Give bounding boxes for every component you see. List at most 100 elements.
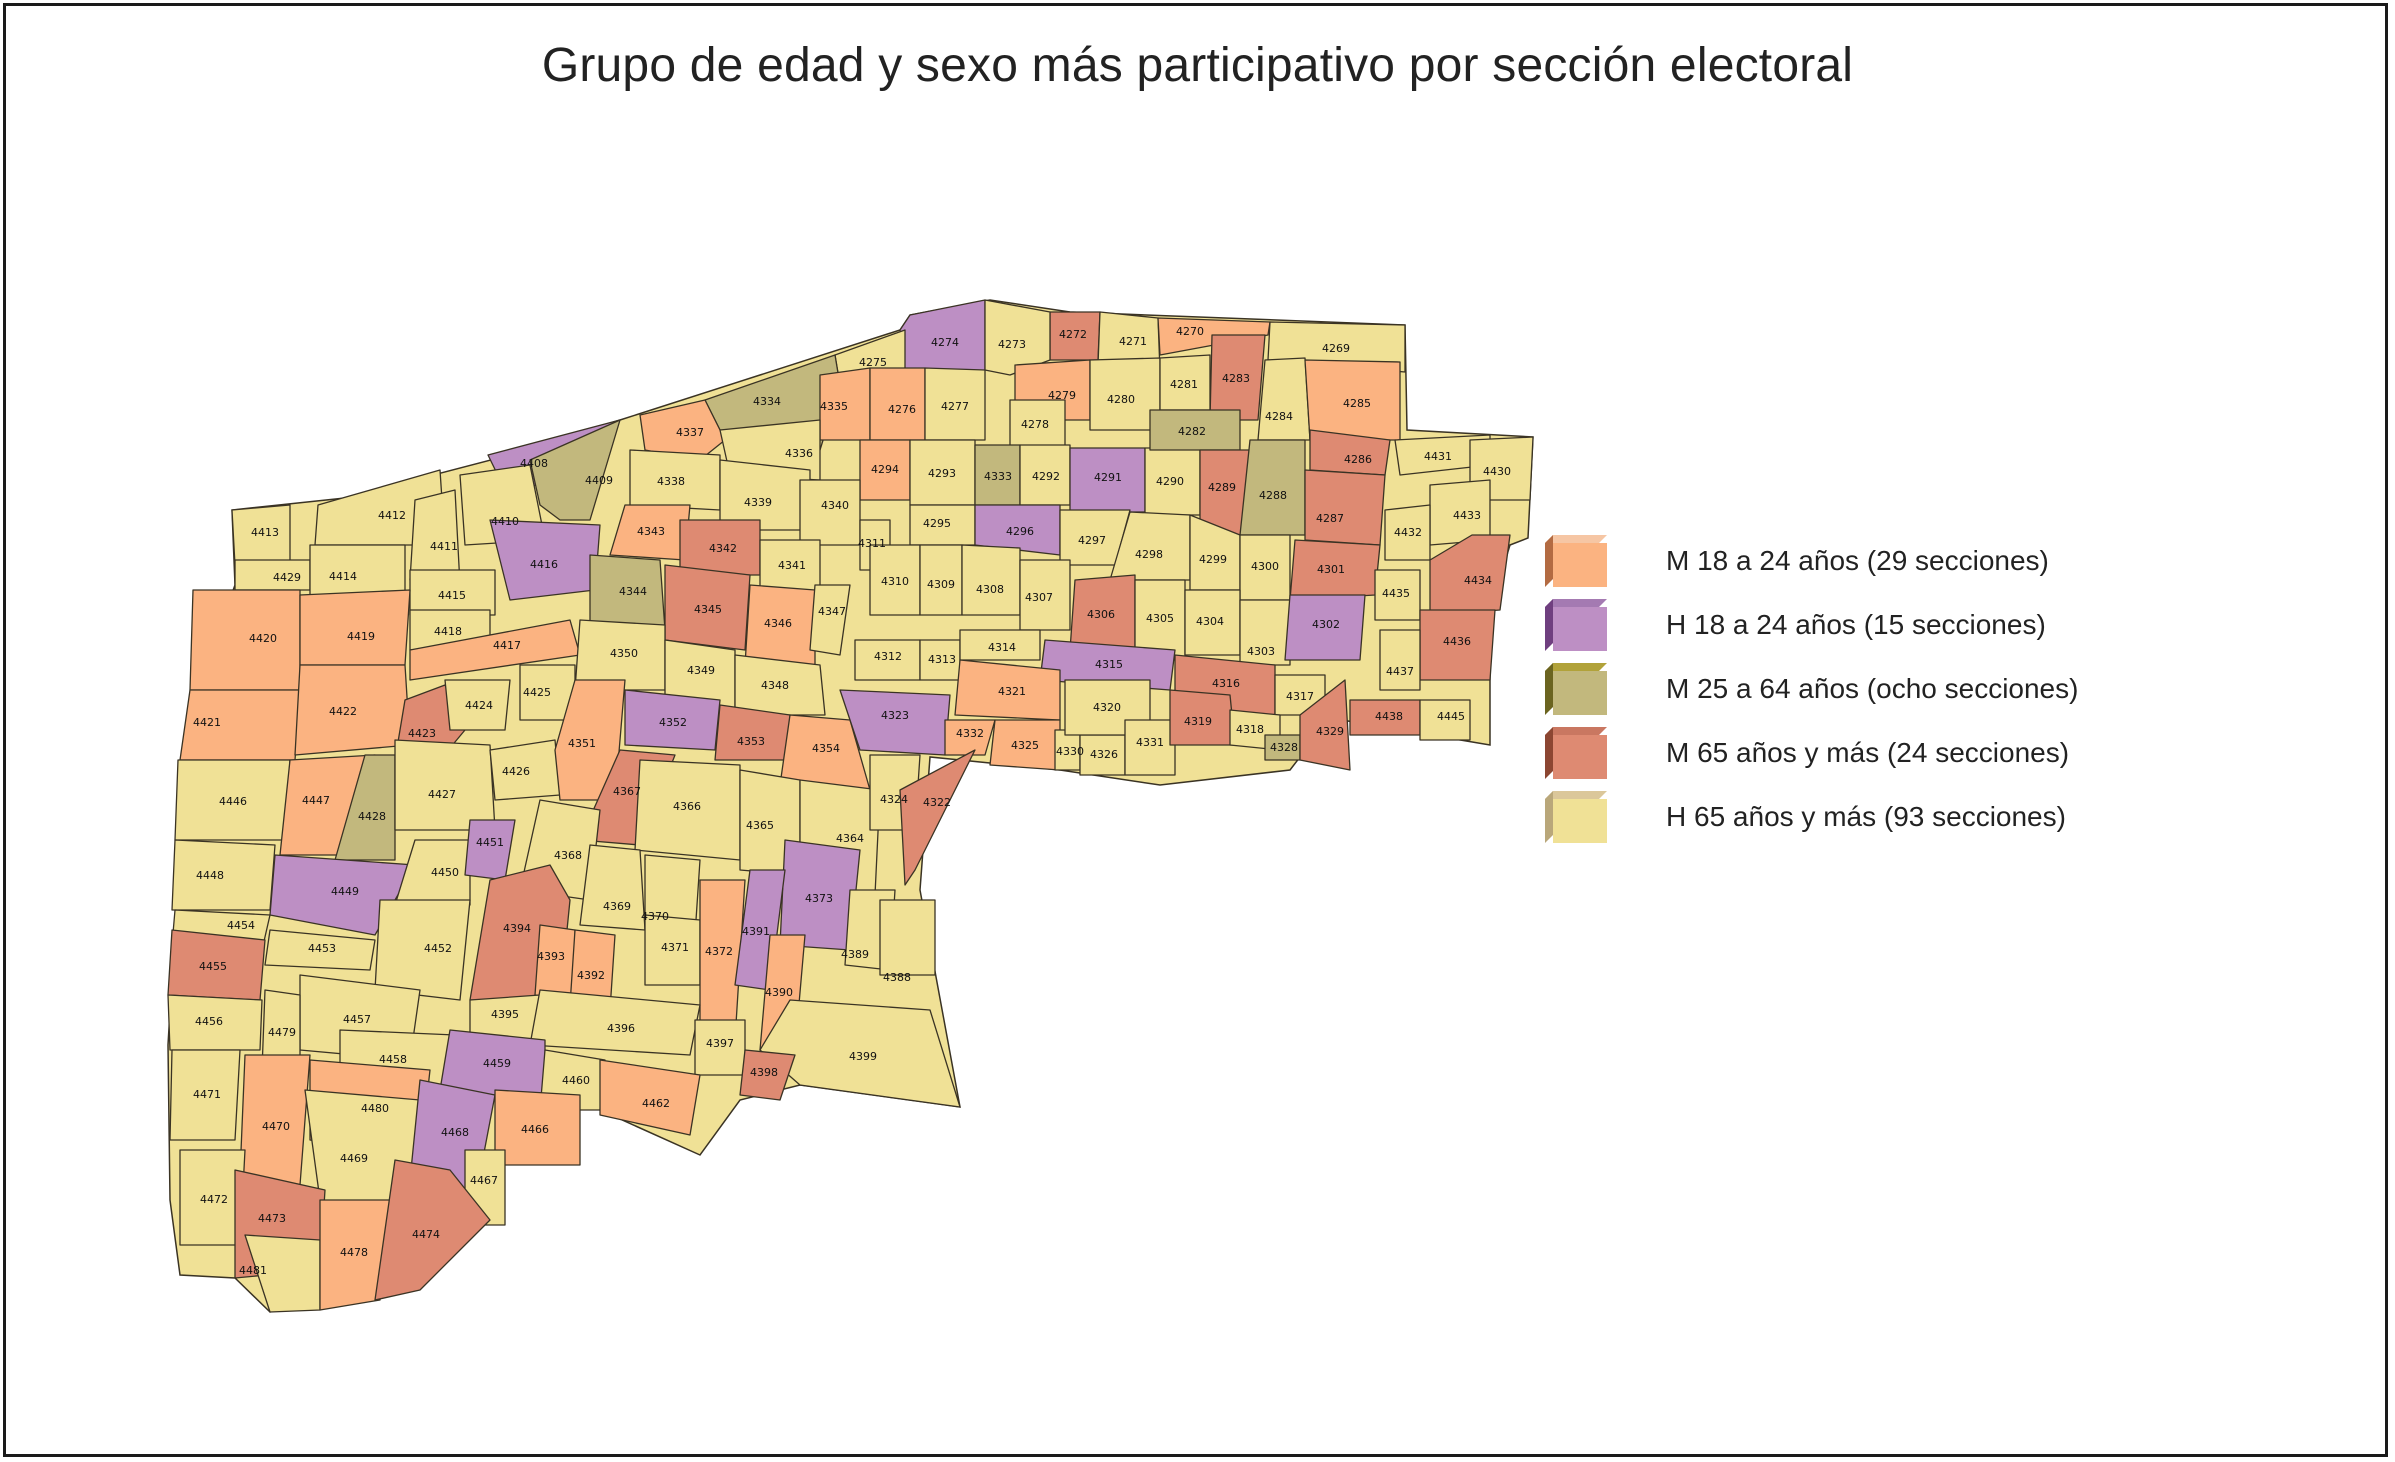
section-label-4335: 4335: [820, 400, 848, 413]
section-4283: [1209, 334, 1266, 421]
legend-item-m-18-24: M 18 a 24 años (29 secciones): [1545, 535, 2105, 587]
section-label-4276: 4276: [888, 403, 916, 416]
legend-label-m-65: M 65 años y más (24 secciones): [1666, 737, 2070, 768]
section-label-4470: 4470: [262, 1120, 290, 1133]
section-4415: [409, 569, 496, 616]
section-label-4438: 4438: [1375, 710, 1403, 723]
section-label-4422: 4422: [329, 705, 357, 718]
section-label-4308: 4308: [976, 583, 1004, 596]
section-label-4469: 4469: [340, 1152, 368, 1165]
swatch-top: [1545, 727, 1607, 735]
section-label-4323: 4323: [881, 709, 909, 722]
section-label-4343: 4343: [637, 525, 665, 538]
section-4331: [1124, 719, 1176, 776]
section-label-4413: 4413: [251, 526, 279, 539]
section-label-4331: 4331: [1136, 736, 1164, 749]
section-label-4320: 4320: [1093, 701, 1121, 714]
section-label-4472: 4472: [200, 1193, 228, 1206]
section-label-4321: 4321: [998, 685, 1026, 698]
section-label-4399: 4399: [849, 1050, 877, 1063]
section-label-4396: 4396: [607, 1022, 635, 1035]
section-label-4449: 4449: [331, 885, 359, 898]
legend-label-m-25-64: M 25 a 64 años (ocho secciones): [1666, 673, 2079, 704]
section-label-4451: 4451: [476, 836, 504, 849]
swatch-face: [1553, 735, 1607, 779]
section-label-4479: 4479: [268, 1026, 296, 1039]
section-label-4398: 4398: [750, 1066, 778, 1079]
section-label-4299: 4299: [1199, 553, 1227, 566]
section-label-4319: 4319: [1184, 715, 1212, 728]
section-4302: [1284, 594, 1366, 661]
section-label-4273: 4273: [998, 338, 1026, 351]
section-4388: [879, 899, 936, 976]
section-4288: [1239, 439, 1306, 536]
section-polygons: [167, 299, 1534, 1313]
section-label-4341: 4341: [778, 559, 806, 572]
section-4452: [374, 899, 471, 1001]
section-4428: [334, 754, 396, 861]
section-label-4447: 4447: [302, 794, 330, 807]
section-label-4317: 4317: [1286, 690, 1314, 703]
section-label-4298: 4298: [1135, 548, 1163, 561]
section-4434: [1429, 534, 1511, 616]
section-label-4302: 4302: [1312, 618, 1340, 631]
section-label-4418: 4418: [434, 625, 462, 638]
section-label-4274: 4274: [931, 336, 959, 349]
section-label-4437: 4437: [1386, 665, 1414, 678]
section-label-4328: 4328: [1270, 741, 1298, 754]
section-label-4288: 4288: [1259, 489, 1287, 502]
map-title: Grupo de edad y sexo más participativo p…: [541, 39, 1854, 92]
section-label-4425: 4425: [523, 686, 551, 699]
section-label-4452: 4452: [424, 942, 452, 955]
legend-label-m-18-24: M 18 a 24 años (29 secciones): [1666, 545, 2049, 576]
section-4427: [394, 739, 496, 831]
section-label-4338: 4338: [657, 475, 685, 488]
section-label-4281: 4281: [1170, 378, 1198, 391]
section-label-4426: 4426: [502, 765, 530, 778]
section-4287: [1304, 469, 1386, 546]
section-label-4310: 4310: [881, 575, 909, 588]
section-label-4474: 4474: [412, 1228, 440, 1241]
section-label-4313: 4313: [928, 653, 956, 666]
section-label-4368: 4368: [554, 849, 582, 862]
section-label-4478: 4478: [340, 1246, 368, 1259]
section-label-4388: 4388: [883, 971, 911, 984]
section-label-4435: 4435: [1382, 587, 1410, 600]
legend-swatch-h-65: [1545, 791, 1607, 843]
section-4456: [167, 994, 263, 1051]
legend-swatch-h-18-24: [1545, 599, 1607, 651]
section-label-4445: 4445: [1437, 710, 1465, 723]
section-4478: [319, 1199, 396, 1311]
section-label-4481: 4481: [239, 1264, 267, 1277]
section-label-4352: 4352: [659, 716, 687, 729]
section-label-4314: 4314: [988, 641, 1016, 654]
section-label-4344: 4344: [619, 585, 647, 598]
section-label-4334: 4334: [753, 395, 781, 408]
section-label-4272: 4272: [1059, 328, 1087, 341]
section-label-4424: 4424: [465, 699, 493, 712]
section-label-4408: 4408: [520, 457, 548, 470]
section-label-4467: 4467: [470, 1174, 498, 1187]
section-label-4412: 4412: [378, 509, 406, 522]
section-label-4305: 4305: [1146, 612, 1174, 625]
section-label-4296: 4296: [1006, 525, 1034, 538]
section-label-4462: 4462: [642, 1097, 670, 1110]
section-label-4286: 4286: [1344, 453, 1372, 466]
section-label-4282: 4282: [1178, 425, 1206, 438]
legend-item-m-65: M 65 años y más (24 secciones): [1545, 727, 2105, 779]
section-label-4473: 4473: [258, 1212, 286, 1225]
section-label-4390: 4390: [765, 986, 793, 999]
section-4409: [529, 419, 621, 521]
section-label-4427: 4427: [428, 788, 456, 801]
section-label-4295: 4295: [923, 517, 951, 530]
section-label-4304: 4304: [1196, 615, 1224, 628]
section-label-4306: 4306: [1087, 608, 1115, 621]
section-label-4301: 4301: [1317, 563, 1345, 576]
section-label-4322: 4322: [923, 796, 951, 809]
section-4345: [664, 564, 751, 651]
section-label-4349: 4349: [687, 664, 715, 677]
section-label-4421: 4421: [193, 716, 221, 729]
section-label-4448: 4448: [196, 869, 224, 882]
section-4352: [624, 689, 721, 751]
section-label-4446: 4446: [219, 795, 247, 808]
